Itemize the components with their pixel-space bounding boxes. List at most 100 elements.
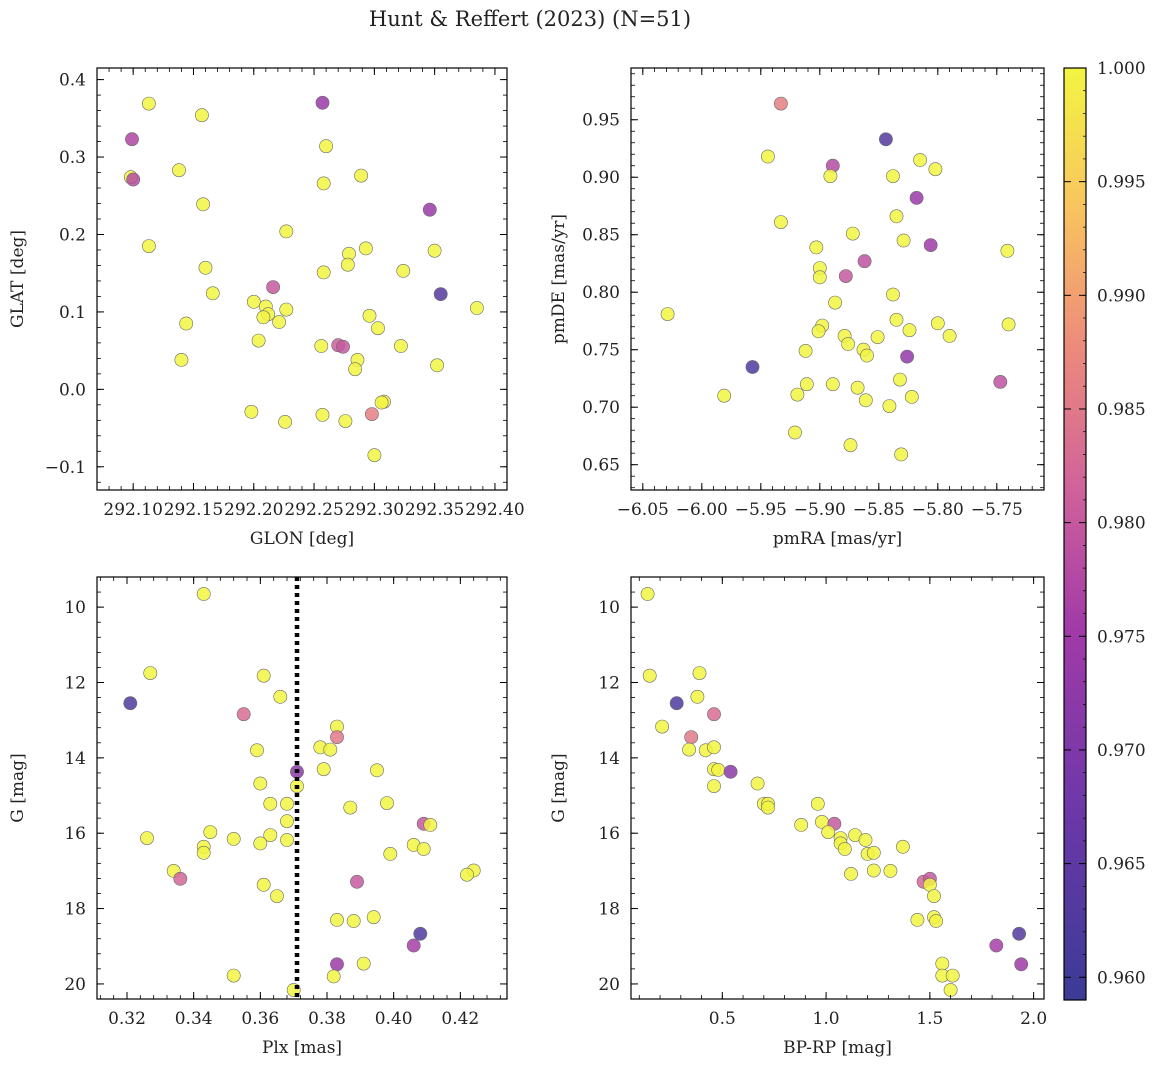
x-tick-label: 2.0: [1020, 1009, 1047, 1029]
y-tick-label: 20: [64, 975, 86, 995]
scatter-point: [314, 339, 329, 353]
x-tick-label: 292.10: [103, 500, 162, 520]
x-tick-label: 292.40: [465, 500, 524, 520]
scatter-point: [172, 163, 186, 178]
scatter-point: [860, 348, 874, 363]
scatter-point: [316, 762, 331, 777]
scatter-point: [256, 668, 271, 683]
scatter-point: [844, 867, 858, 881]
y-axis-label: G [mag]: [549, 753, 569, 822]
scatter-point: [469, 301, 484, 315]
x-tick-label: 0.40: [375, 1009, 413, 1029]
scatter-point: [278, 414, 292, 429]
scatter-point: [364, 407, 379, 421]
scatter-point: [883, 864, 898, 878]
scatter-point: [203, 825, 218, 839]
scatter-point: [205, 286, 220, 301]
x-tick-label: −5.90: [794, 500, 846, 520]
scatter-point: [263, 796, 278, 811]
scatter-point: [945, 968, 960, 983]
scatter-point: [640, 587, 655, 601]
scatter-point: [761, 800, 775, 815]
y-tick-label: 0.65: [582, 456, 620, 476]
scatter-point: [655, 719, 669, 734]
scatter-point: [866, 863, 881, 878]
scatter-point: [745, 360, 760, 374]
scatter-point: [870, 330, 885, 344]
x-tick-label: 0.42: [441, 1009, 479, 1029]
x-axis-label: GLON [deg]: [250, 529, 354, 549]
scatter-point: [821, 825, 836, 839]
scatter-point: [393, 339, 408, 353]
scatter-point: [690, 689, 705, 704]
scatter-point: [244, 404, 259, 419]
x-tick-label: 0.34: [175, 1009, 213, 1029]
y-tick-label: 0.70: [582, 398, 620, 418]
colorbar-tick-label: 0.975: [1097, 627, 1146, 647]
scatter-point: [660, 307, 675, 321]
colorbar-gradient: [1063, 67, 1087, 1001]
x-tick-label: −6.05: [617, 500, 669, 520]
scatter-point: [326, 969, 341, 984]
panel-plx-g: 0.32 0.34 0.36 0.38 0.40 0.42 10 12 14 16 18 20 Plx …: [8, 576, 508, 1058]
scatter-point: [330, 913, 344, 927]
scatter-point: [858, 393, 873, 408]
y-tick-label: 0.95: [582, 111, 620, 131]
scatter-point: [141, 96, 156, 111]
scatter-point: [882, 399, 897, 413]
scatter-point: [810, 796, 825, 811]
scatter-point: [316, 265, 331, 280]
scatter-point: [460, 867, 474, 882]
scatter-point: [642, 668, 657, 683]
scatter-point: [366, 910, 381, 925]
scatter-point: [346, 914, 361, 928]
x-tick-label: −5.75: [971, 500, 1023, 520]
x-tick-label: −5.95: [735, 500, 787, 520]
x-tick-label: −5.85: [853, 500, 905, 520]
y-tick-label: 14: [64, 749, 86, 769]
x-tick-label: 1.0: [813, 1009, 840, 1029]
colorbar-tick-label: 0.980: [1097, 514, 1146, 534]
scatter-point: [330, 730, 344, 744]
colorbar-tick-label: 1.000: [1097, 59, 1146, 79]
scatter-point: [750, 776, 765, 791]
scatter-point: [811, 324, 826, 339]
scatter-point: [196, 845, 211, 860]
y-tick-label: 18: [64, 900, 86, 920]
scatter-point: [942, 328, 957, 343]
scatter-point: [263, 828, 278, 842]
scatter-point: [825, 377, 840, 392]
y-tick-label: 0.1: [59, 303, 86, 323]
scatter-point: [1014, 957, 1029, 972]
scatter-point: [798, 343, 813, 358]
scatter-point: [196, 587, 211, 601]
x-axis-label: BP-RP [mag]: [783, 1038, 892, 1058]
scatter-point: [1000, 243, 1015, 258]
scatter-point: [338, 414, 353, 428]
colorbar: 0.960 0.965 0.970 0.975 0.980 0.985 0.990 0.995…: [1063, 59, 1146, 1001]
x-tick-label: 292.15: [164, 500, 223, 520]
scatter-point: [323, 742, 338, 757]
scatter-point: [194, 108, 209, 123]
scatter-point: [913, 153, 927, 167]
scatter-point: [256, 877, 271, 892]
scatter-points: [123, 587, 481, 997]
scatter-point: [889, 209, 904, 224]
axes-frame: [630, 67, 1045, 491]
scatter-point: [838, 269, 853, 283]
panels: 292.10 292.15 292.20 292.25 292.30 292.35 292.…: [8, 67, 1047, 1058]
scatter-point: [707, 707, 721, 722]
x-tick-label: 0.38: [308, 1009, 346, 1029]
scatter-point: [315, 95, 330, 110]
scatter-point: [707, 740, 721, 755]
scatter-point: [809, 240, 824, 255]
scatter-point: [423, 818, 438, 832]
scatter-point: [226, 832, 241, 846]
scatter-point: [319, 139, 333, 154]
scatter-point: [843, 438, 858, 453]
scatter-point: [823, 169, 838, 183]
scatter-point: [430, 358, 444, 373]
scatter-point: [270, 889, 284, 903]
y-tick-label: 20: [598, 975, 620, 995]
